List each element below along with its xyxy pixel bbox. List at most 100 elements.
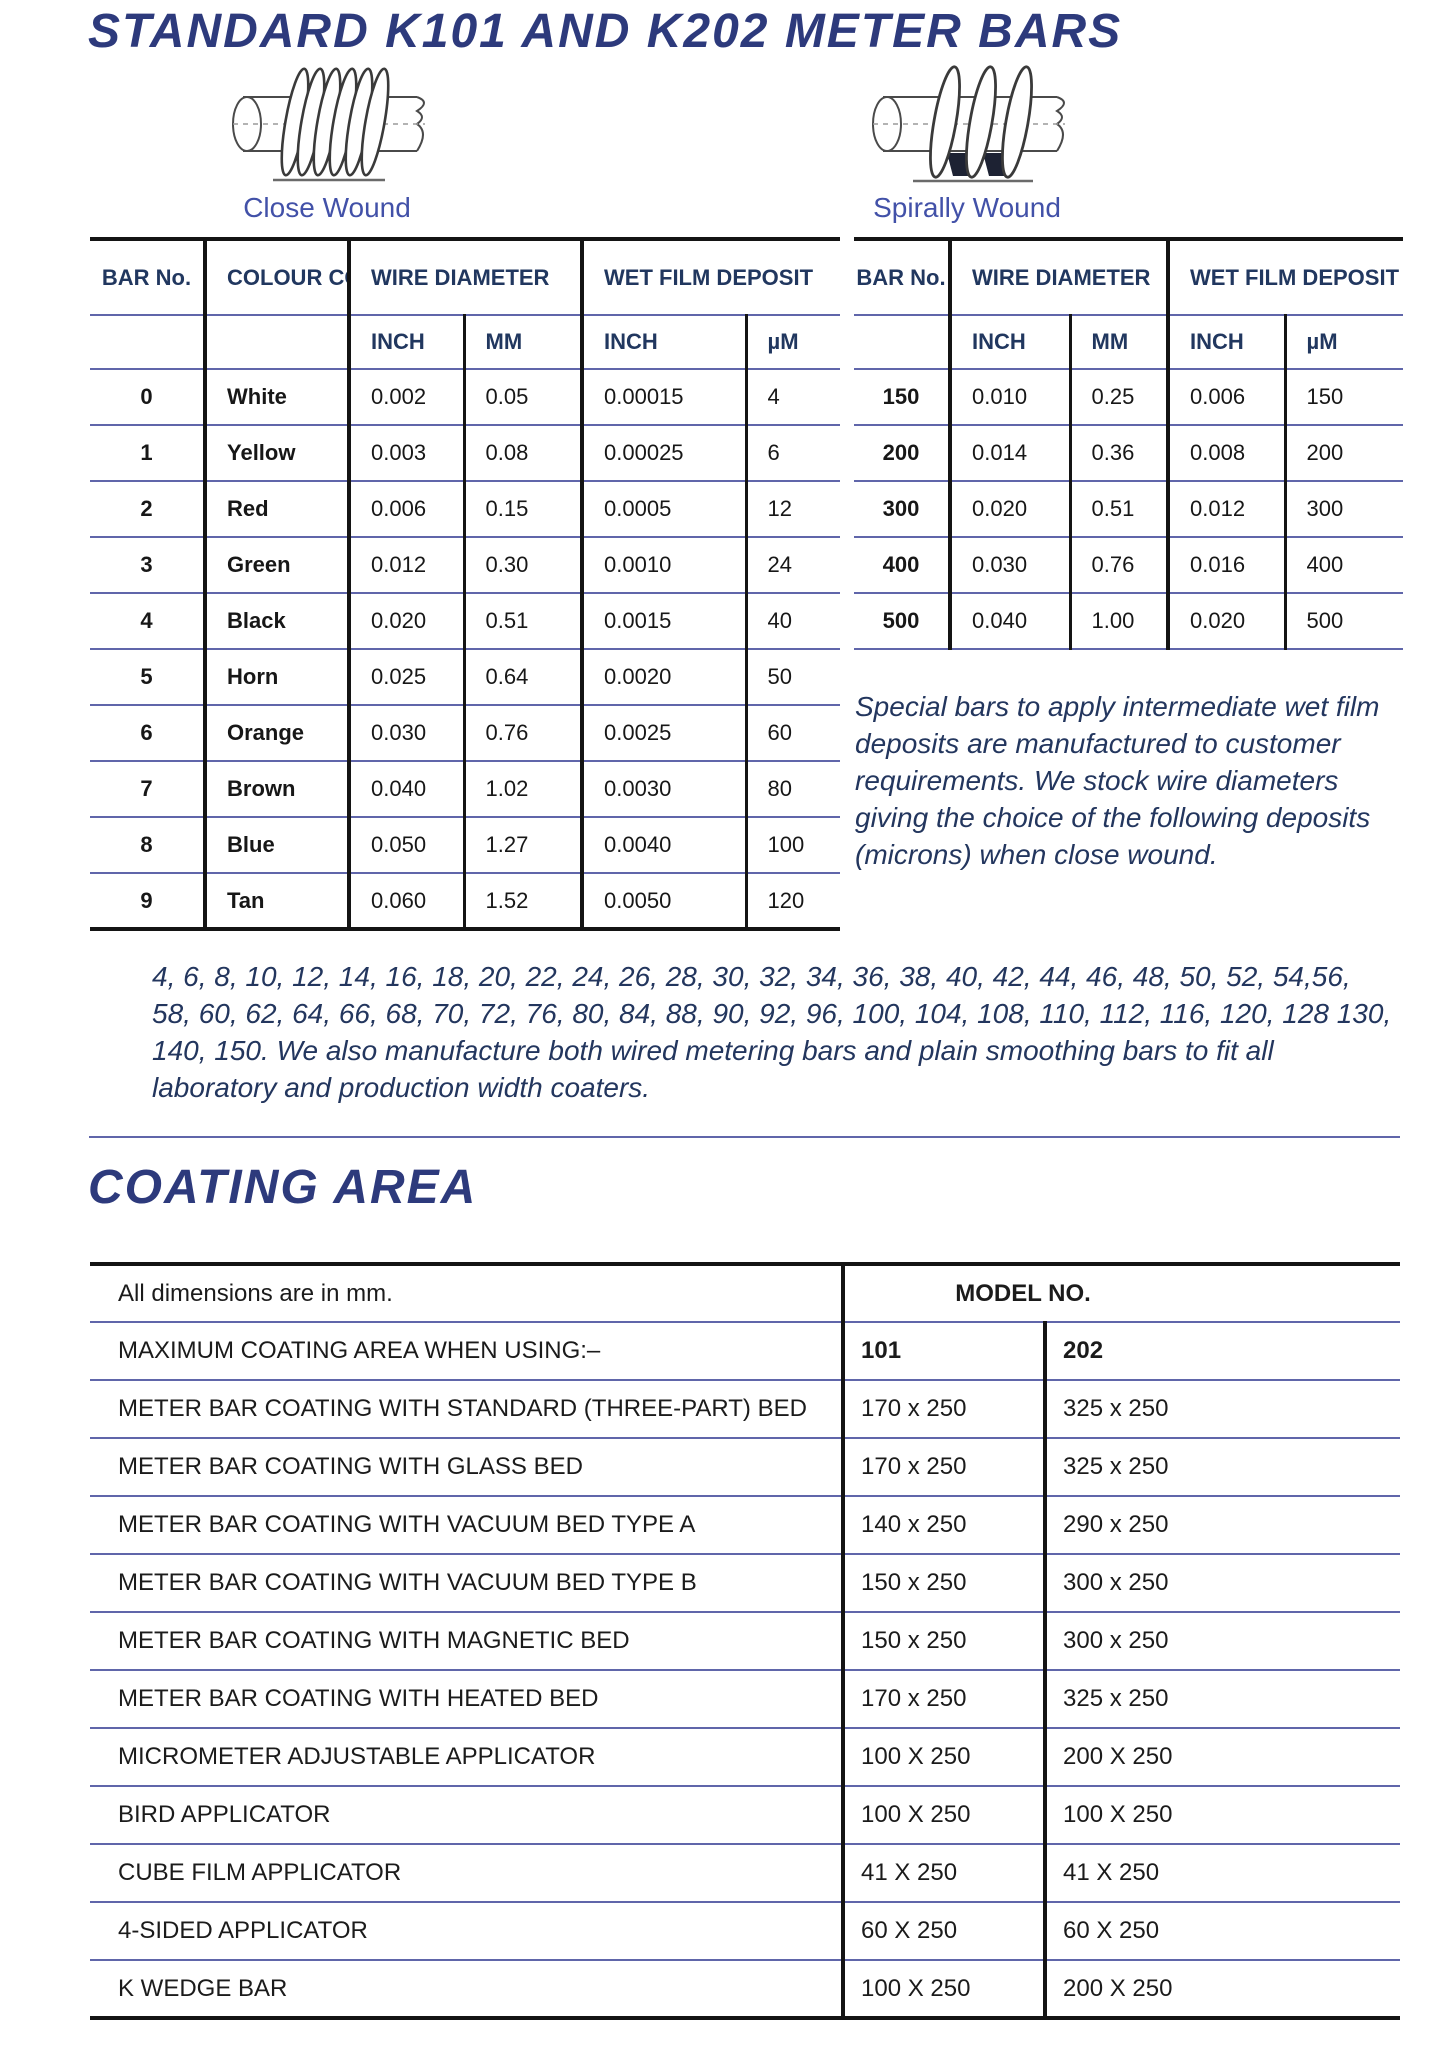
model-202-header: 202: [1043, 1321, 1400, 1380]
table-row: BAR No. COLOUR CODE WIRE DIAMETER WET FI…: [90, 237, 841, 315]
wire-inch-cell: 0.060: [347, 872, 464, 931]
wire-inch-cell: 0.020: [347, 592, 464, 649]
bar-no-cell: 300: [854, 480, 950, 537]
model-101-value: 170 x 250: [841, 1437, 1045, 1496]
wire-mm-cell: 0.15: [462, 480, 583, 537]
wire-inch-cell: 0.020: [948, 480, 1070, 537]
wire-mm-cell: 1.02: [462, 760, 583, 817]
deposit-inch-cell: 0.0030: [580, 760, 747, 817]
model-no-header: MODEL NO.: [841, 1262, 1400, 1322]
model-101-value: 60 X 250: [841, 1901, 1045, 1960]
deposit-um-cell: 12: [744, 480, 841, 537]
deposit-inch-cell: 0.00025: [580, 424, 747, 481]
table-row: METER BAR COATING WITH VACUUM BED TYPE B…: [90, 1553, 1400, 1612]
empty-cell: [203, 314, 349, 369]
coating-row-label: BIRD APPLICATOR: [90, 1785, 843, 1844]
table-row: All dimensions are in mm. MODEL NO.: [90, 1262, 1400, 1322]
bar-no-header: BAR No.: [854, 237, 950, 315]
table-row: BIRD APPLICATOR 100 X 250 100 X 250: [90, 1785, 1400, 1844]
bar-no-cell: 2: [90, 480, 205, 537]
deposit-inch-cell: 0.012: [1166, 480, 1286, 537]
dimensions-note-cell: All dimensions are in mm.: [90, 1262, 843, 1322]
deposit-inch-cell: 0.020: [1166, 592, 1286, 650]
coating-row-label: METER BAR COATING WITH VACUUM BED TYPE A: [90, 1495, 843, 1554]
wire-mm-cell: 1.27: [462, 816, 583, 873]
model-202-value: 300 x 250: [1043, 1553, 1400, 1612]
model-202-value: 325 x 250: [1043, 1379, 1400, 1438]
wire-inch-cell: 0.025: [347, 648, 464, 705]
table-row: 0 White 0.002 0.05 0.00015 4: [90, 368, 841, 425]
colour-cell: Blue: [203, 816, 349, 873]
colour-cell: Green: [203, 536, 349, 593]
wire-inch-cell: 0.040: [347, 760, 464, 817]
model-202-value: 100 X 250: [1043, 1785, 1400, 1844]
table-row: CUBE FILM APPLICATOR 41 X 250 41 X 250: [90, 1843, 1400, 1902]
model-202-value: 41 X 250: [1043, 1843, 1400, 1902]
coating-row-label: METER BAR COATING WITH STANDARD (THREE-P…: [90, 1379, 843, 1438]
model-101-value: 150 x 250: [841, 1553, 1045, 1612]
model-202-value: 300 x 250: [1043, 1611, 1400, 1670]
spirally-wound-illustration: [865, 60, 1070, 188]
coating-row-label: METER BAR COATING WITH MAGNETIC BED: [90, 1611, 843, 1670]
inch-header: INCH: [948, 314, 1070, 369]
wire-mm-cell: 0.51: [462, 592, 583, 649]
colour-cell: Horn: [203, 648, 349, 705]
spirally-wound-table: BAR No. WIRE DIAMETER WET FILM DEPOSIT I…: [854, 237, 1404, 650]
deposit-inch-cell: 0.0015: [580, 592, 747, 649]
deposit-inch-cell: 0.00015: [580, 368, 747, 425]
table-row: 4-SIDED APPLICATOR 60 X 250 60 X 250: [90, 1901, 1400, 1960]
wire-inch-cell: 0.040: [948, 592, 1070, 650]
bar-no-cell: 150: [854, 368, 950, 425]
table-row: INCH MM INCH µM: [854, 314, 1404, 369]
wire-mm-cell: 0.05: [462, 368, 583, 425]
deposit-inch-cell: 0.0010: [580, 536, 747, 593]
model-101-value: 41 X 250: [841, 1843, 1045, 1902]
wire-mm-cell: 0.25: [1068, 368, 1169, 425]
wire-diameter-header: WIRE DIAMETER: [947, 237, 1169, 315]
wire-inch-cell: 0.012: [347, 536, 464, 593]
table-row: 4 Black 0.020 0.51 0.0015 40: [90, 592, 841, 649]
coating-area-table: All dimensions are in mm. MODEL NO. MAXI…: [90, 1262, 1400, 2020]
table-row: 5 Horn 0.025 0.64 0.0020 50: [90, 648, 841, 705]
deposit-um-cell: 40: [744, 592, 841, 649]
table-row: 300 0.020 0.51 0.012 300: [854, 480, 1404, 537]
spirally-wound-caption: Spirally Wound: [873, 192, 1061, 223]
wire-inch-cell: 0.050: [347, 816, 464, 873]
coating-row-label: CUBE FILM APPLICATOR: [90, 1843, 843, 1902]
table-row: 150 0.010 0.25 0.006 150: [854, 368, 1404, 425]
deposit-um-cell: 150: [1283, 368, 1404, 425]
close-wound-caption: Close Wound: [243, 192, 411, 223]
table-row: 9 Tan 0.060 1.52 0.0050 120: [90, 872, 841, 931]
wire-inch-cell: 0.002: [347, 368, 464, 425]
wire-inch-cell: 0.010: [948, 368, 1070, 425]
wire-inch-cell: 0.006: [347, 480, 464, 537]
bar-no-header: BAR No.: [90, 237, 205, 315]
deposit-um-cell: 50: [744, 648, 841, 705]
max-coating-area-header: MAXIMUM COATING AREA WHEN USING:–: [90, 1321, 843, 1380]
bar-no-cell: 400: [854, 536, 950, 593]
table-row: METER BAR COATING WITH GLASS BED 170 x 2…: [90, 1437, 1400, 1496]
um-header: µM: [1283, 314, 1404, 369]
coating-row-label: METER BAR COATING WITH HEATED BED: [90, 1669, 843, 1728]
model-101-header: 101: [841, 1321, 1045, 1380]
um-header: µM: [744, 314, 841, 369]
deposits-note-text: We also manufacture both wired metering …: [152, 1035, 1274, 1103]
coating-row-label: 4-SIDED APPLICATOR: [90, 1901, 843, 1960]
deposit-inch-cell: 0.0025: [580, 704, 747, 761]
wire-mm-cell: 0.51: [1068, 480, 1169, 537]
model-202-value: 290 x 250: [1043, 1495, 1400, 1554]
section-divider: [89, 1136, 1400, 1138]
wire-mm-cell: 0.36: [1068, 424, 1169, 481]
bar-no-cell: 3: [90, 536, 205, 593]
table-row: 400 0.030 0.76 0.016 400: [854, 536, 1404, 593]
coating-area-title: COATING AREA: [88, 1161, 478, 1214]
mm-header: MM: [462, 314, 583, 369]
colour-cell: Orange: [203, 704, 349, 761]
wire-inch-cell: 0.030: [948, 536, 1070, 593]
deposit-um-cell: 200: [1283, 424, 1404, 481]
close-wound-table: BAR No. COLOUR CODE WIRE DIAMETER WET FI…: [90, 237, 841, 931]
colour-cell: Red: [203, 480, 349, 537]
table-row: 200 0.014 0.36 0.008 200: [854, 424, 1404, 481]
wet-film-deposit-header: WET FILM DEPOSIT: [1166, 237, 1404, 315]
